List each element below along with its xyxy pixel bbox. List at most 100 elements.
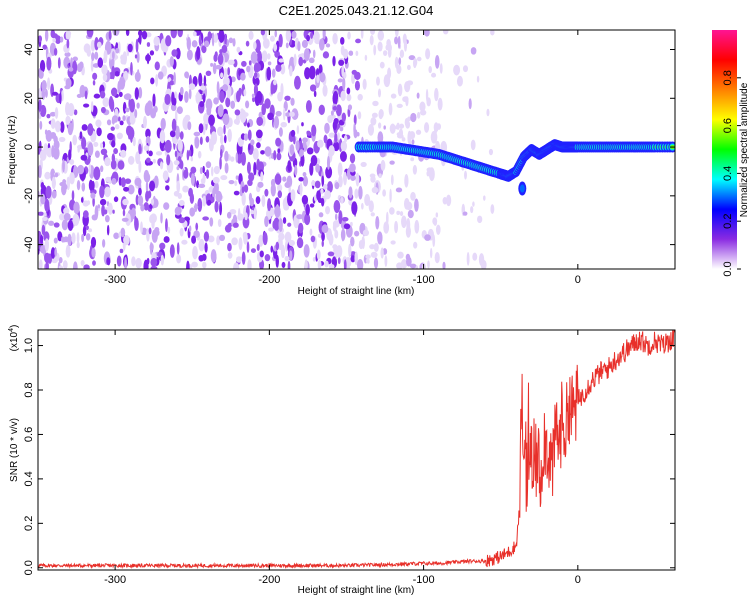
- spectrogram-noise-speck: [253, 161, 257, 176]
- spectrogram-noise-speck: [242, 231, 247, 239]
- spectrogram-noise-speck: [321, 240, 324, 248]
- spectrogram-noise-speck: [191, 235, 197, 244]
- spectrogram-noise-speck: [73, 109, 78, 116]
- spectrogram-noise-speck: [116, 255, 122, 267]
- spectrogram-noise-speck: [256, 244, 260, 251]
- snr-x-tick-label: -200: [258, 574, 280, 586]
- spectrogram-noise-speck: [44, 252, 51, 264]
- spectrogram-noise-speck: [250, 51, 258, 64]
- spectrogram-noise-speck: [177, 139, 183, 152]
- colorbar-label: Normalized spectral amplitude: [739, 82, 750, 217]
- spectrogram-noise-speck: [97, 204, 101, 209]
- spectrogram-noise-speck: [58, 256, 63, 264]
- spectrogram-noise-speck: [95, 119, 102, 128]
- spectrogram-noise-speck: [205, 70, 212, 77]
- spectrogram-noise-speck: [325, 205, 331, 215]
- spectrogram-noise-speck: [65, 244, 71, 258]
- spectrogram-noise-speck: [330, 110, 334, 116]
- spectrogram-noise-speck: [246, 241, 250, 253]
- spectrogram-noise-speck: [117, 116, 121, 122]
- spectrogram-noise-speck: [278, 127, 283, 137]
- colorbar-gradient: [712, 30, 737, 269]
- spectrogram-noise-speck: [68, 67, 74, 72]
- spectrogram-noise-speck: [353, 129, 358, 139]
- spectrogram-noise-speck: [303, 48, 310, 62]
- spectrogram-noise-speck: [171, 91, 175, 106]
- spectrogram-noise-speck: [138, 143, 142, 155]
- spectrogram-noise-speck: [399, 123, 405, 129]
- spectrogram-noise-speck: [277, 190, 283, 199]
- spectrogram-noise-speck: [364, 194, 371, 206]
- spectrogram-noise-speck: [318, 212, 324, 218]
- spectrogram-noise-speck: [338, 59, 345, 66]
- spectrogram-noise-speck: [72, 60, 78, 75]
- spectrogram-noise-speck: [394, 36, 399, 45]
- snr-y-tick-label: 0.6: [23, 427, 35, 442]
- spectrogram-noise-speck: [208, 101, 212, 115]
- spectrogram-noise-speck: [370, 30, 376, 35]
- spectrogram-noise-speck: [354, 188, 359, 199]
- spectrogram-noise-speck: [92, 260, 96, 266]
- spectrogram-noise-speck: [123, 235, 130, 246]
- spectrogram-noise-speck: [259, 250, 264, 258]
- spectrogram-noise-speck: [228, 180, 235, 185]
- spectrogram-noise-speck: [470, 139, 476, 151]
- spectrogram-noise-speck: [396, 103, 403, 109]
- spectrogram-noise-speck: [157, 71, 164, 80]
- spectrogram-noise-speck: [181, 239, 188, 245]
- spectrogram-noise-speck: [210, 62, 214, 67]
- spectrogram-noise-speck: [347, 104, 353, 111]
- spectrogram-noise-speck: [190, 173, 195, 186]
- spectrogram-noise-speck: [104, 186, 111, 198]
- spectrogram-noise-speck: [258, 111, 263, 119]
- spectrogram-noise-speck: [437, 97, 443, 111]
- spectrogram-noise-speck: [67, 103, 75, 117]
- spectrogram-noise-speck: [57, 57, 61, 69]
- spectrogram-noise-speck: [312, 257, 316, 262]
- spectrogram-noise-speck: [466, 252, 470, 266]
- spectrogram-noise-speck: [191, 40, 198, 48]
- spectrogram-noise-speck: [348, 50, 354, 56]
- spectrogram-noise-speck: [434, 251, 440, 264]
- spectrogram-noise-speck: [316, 249, 321, 260]
- spectrogram-noise-speck: [337, 162, 343, 177]
- spectrogram-noise-speck: [202, 93, 206, 103]
- spectrogram-noise-speck: [227, 128, 232, 143]
- snr-y-scale-suffix: ): [9, 325, 20, 328]
- spectrogram-noise-speck: [321, 197, 325, 207]
- spectrogram-noise-speck: [390, 93, 397, 99]
- spectrogram-noise-speck: [51, 176, 56, 190]
- spectrogram-noise-speck: [213, 181, 219, 195]
- spectrogram-noise-speck: [368, 200, 374, 213]
- spectrogram-noise-speck: [261, 103, 266, 116]
- spectrogram-noise-speck: [260, 150, 265, 155]
- spectrogram-noise-speck: [416, 111, 421, 119]
- spectrogram-noise-speck: [197, 197, 203, 212]
- spectrogram-noise-speck: [103, 209, 108, 215]
- spectrogram-noise-speck: [408, 55, 416, 61]
- spectrogram-noise-speck: [350, 255, 356, 263]
- snr-x-tick-label: -300: [104, 574, 126, 586]
- spectrogram-noise-speck: [406, 217, 411, 232]
- spectrogram-noise-speck: [424, 122, 430, 133]
- spectrogram-noise-speck: [375, 216, 380, 230]
- spectrogram-noise-speck: [370, 117, 377, 126]
- spectrogram-noise-speck: [219, 201, 223, 216]
- spectrogram-noise-speck: [243, 112, 249, 117]
- spectrogram-noise-speck: [235, 90, 241, 103]
- spectrogram-noise-speck: [188, 149, 192, 157]
- spectrogram-noise-speck: [343, 72, 347, 79]
- spectrogram-noise-speck: [326, 155, 331, 170]
- spectrogram-noise-speck: [115, 47, 120, 54]
- snr-series: [38, 330, 675, 570]
- spectrogram-noise-speck: [211, 32, 215, 47]
- spectrogram-noise-speck: [130, 61, 133, 76]
- spectrogram-noise-speck: [434, 87, 439, 102]
- spectrogram-noise-speck: [44, 171, 51, 180]
- colorbar: 0.0 0.2 0.4 0.6 0.8 Normalized spectral ampl…: [712, 30, 750, 277]
- spectrogram-noise-speck: [116, 132, 123, 140]
- spectrogram-noise-speck: [184, 91, 189, 103]
- spectrogram-noise-speck: [255, 196, 261, 205]
- spectrogram-noise-speck: [137, 37, 142, 43]
- spectrogram-noise-speck: [358, 185, 363, 200]
